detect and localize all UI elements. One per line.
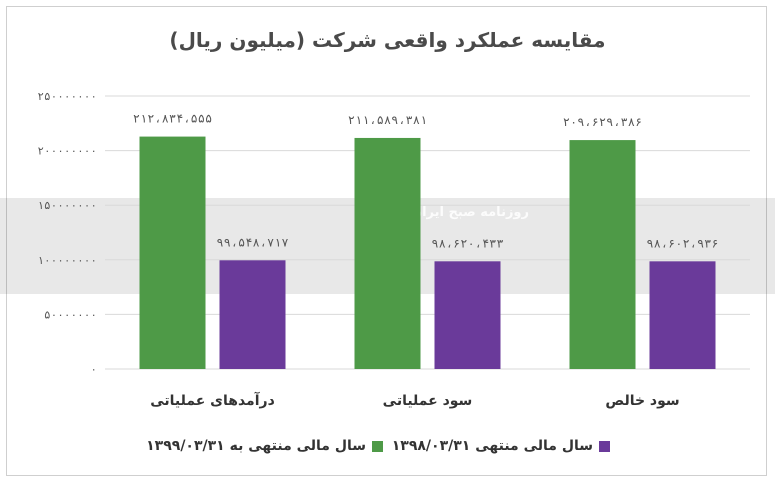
legend-swatch-1399	[372, 440, 383, 452]
bar	[434, 261, 501, 369]
watermark-text: روزنامه صبح ایران	[411, 205, 529, 220]
bar	[649, 261, 716, 369]
bar	[354, 137, 421, 369]
data-label: ۲۰۹،۶۲۹،۳۸۶	[563, 115, 642, 129]
bar	[569, 140, 636, 369]
legend-label-1399: سال مالی منتهی به ۱۳۹۹/۰۳/۳۱	[146, 438, 366, 454]
chart-title: مقایسه عملکرد واقعی شرکت (میلیون ریال)	[169, 28, 606, 52]
data-label: ۲۱۲،۸۳۴،۵۵۵	[133, 112, 212, 126]
y-tick-label: ۱۵۰۰۰۰۰۰۰	[37, 199, 97, 212]
y-tick-label: ۲۰۰۰۰۰۰۰۰	[37, 145, 97, 158]
y-tick-label: ۰	[90, 363, 97, 376]
legend-label-1398: سال مالی منتهی ۱۳۹۸/۰۳/۳۱	[391, 438, 593, 454]
y-tick-label: ۲۵۰۰۰۰۰۰۰	[37, 90, 97, 103]
data-label: ۹۸،۶۰۲،۹۳۶	[646, 236, 718, 250]
legend-item-1398: سال مالی منتهی ۱۳۹۸/۰۳/۳۱	[392, 438, 610, 454]
legend-item-1399: سال مالی منتهی به ۱۳۹۹/۰۳/۳۱	[146, 438, 383, 454]
y-tick-label: ۵۰۰۰۰۰۰۰	[44, 308, 97, 321]
bar	[139, 136, 206, 369]
y-tick-label: ۱۰۰۰۰۰۰۰۰	[37, 254, 97, 267]
data-label: ۹۸،۶۲۰،۴۳۳	[431, 236, 503, 250]
data-label: ۲۱۱،۵۸۹،۳۸۱	[348, 113, 427, 127]
data-label: ۹۹،۵۴۸،۷۱۷	[216, 235, 288, 249]
category-label: سود عملیاتی	[383, 393, 473, 409]
legend-swatch-1398	[599, 440, 610, 452]
legend: سال مالی منتهی به ۱۳۹۹/۰۳/۳۱ سال مالی من…	[0, 438, 775, 460]
bar	[219, 260, 286, 369]
chart-plot: روزنامه صبح ایران ۰ ۵۰۰۰۰۰۰۰ ۱۰۰۰۰۰۰۰۰ ۱۵۰۰…	[0, 90, 775, 409]
category-label: سود خالص	[605, 393, 679, 409]
category-label: درآمدهای عملیاتی	[150, 391, 275, 409]
